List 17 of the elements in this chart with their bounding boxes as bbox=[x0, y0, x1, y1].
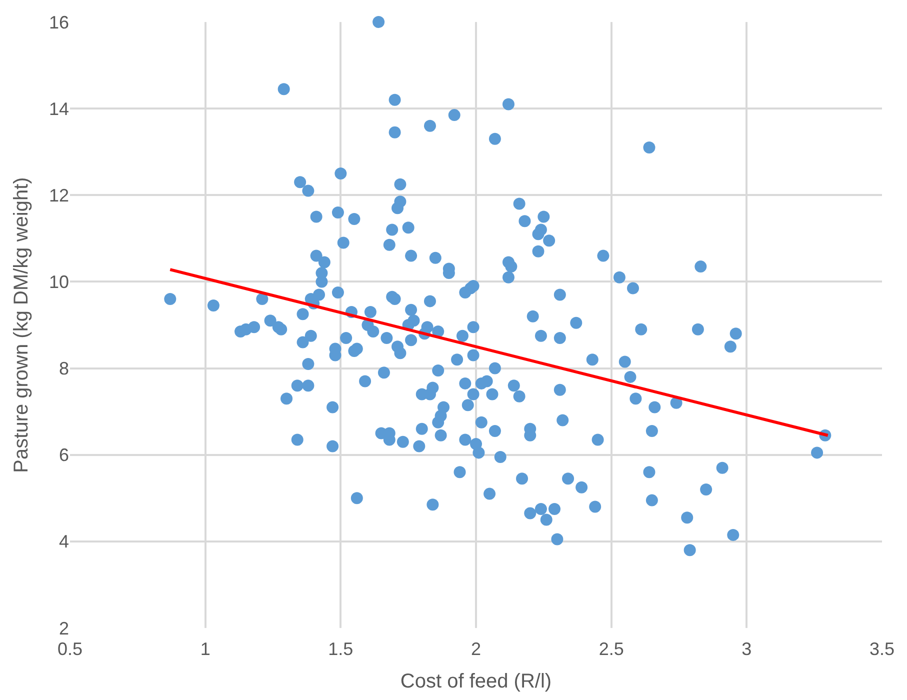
y-tick-label: 6 bbox=[58, 445, 69, 466]
x-tick-label: 2.5 bbox=[598, 639, 624, 659]
x-tick-label: 3 bbox=[742, 639, 752, 659]
y-tick-label: 2 bbox=[58, 618, 69, 638]
y-tick-label: 12 bbox=[48, 185, 69, 206]
x-axis-title: Cost of feed (R/l) bbox=[400, 670, 552, 692]
x-tick-label: 2 bbox=[470, 639, 482, 659]
y-tick-label: 14 bbox=[48, 98, 69, 119]
y-tick-label: 4 bbox=[58, 532, 69, 552]
x-tick-label: 3.5 bbox=[869, 639, 895, 659]
y-axis-title: Pasture grown (kg DM/kg weight) bbox=[10, 177, 32, 473]
x-tick-label: 0.5 bbox=[57, 639, 83, 659]
y-tick-label: 8 bbox=[58, 358, 69, 379]
x-tick-label: 1.5 bbox=[328, 639, 354, 659]
y-tick-label: 16 bbox=[48, 12, 69, 32]
y-tick-label: 10 bbox=[48, 272, 69, 292]
x-tick-label: 1 bbox=[200, 639, 210, 659]
